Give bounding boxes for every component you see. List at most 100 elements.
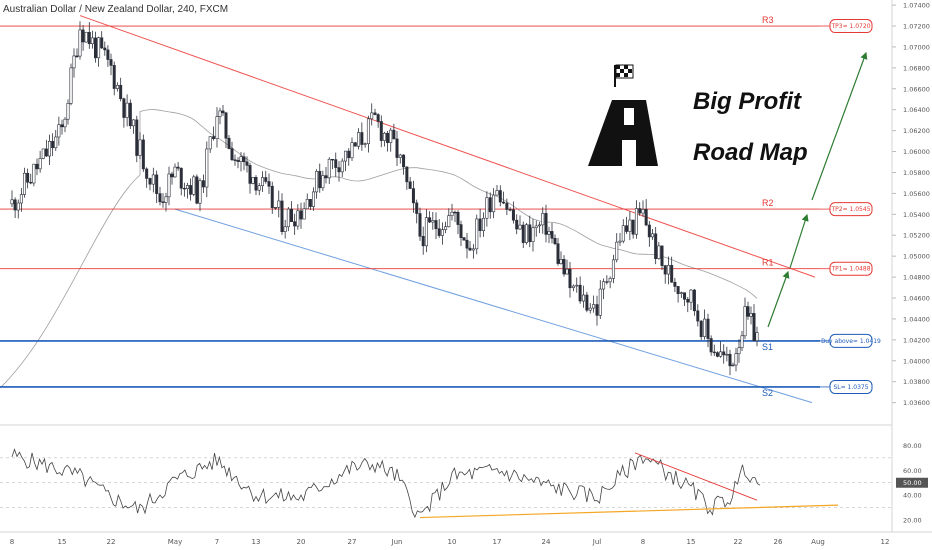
- candle-body: [405, 166, 409, 183]
- candle-body: [260, 177, 264, 187]
- checkered-flag-icon: [614, 64, 634, 87]
- candle-body: [418, 213, 422, 237]
- candle-body: [100, 37, 104, 49]
- candle-body: [402, 154, 406, 168]
- candle-body: [447, 215, 451, 228]
- level-callout-box: [829, 19, 873, 34]
- candle-body: [35, 163, 39, 170]
- candle-body: [145, 168, 149, 179]
- candle-body: [233, 159, 237, 161]
- candle-body: [511, 209, 515, 221]
- candle-body: [215, 116, 219, 139]
- candle-body: [51, 141, 55, 149]
- candle-body: [230, 148, 234, 161]
- candle-body: [305, 199, 309, 210]
- moving-average: [0, 109, 758, 389]
- candle-body: [644, 209, 648, 226]
- candle-body: [189, 185, 193, 195]
- candle-body: [151, 174, 155, 185]
- level-callout-label: TP3= 1.0720: [830, 23, 870, 30]
- candle-body: [534, 225, 538, 229]
- price-tick-label: 1.03600: [903, 399, 930, 407]
- candle-body: [19, 194, 23, 204]
- candle-body: [254, 177, 258, 191]
- candle-body: [398, 154, 402, 158]
- candle-body: [683, 292, 687, 300]
- candle-body: [437, 228, 441, 236]
- candle-body: [264, 177, 268, 182]
- candle-body: [541, 213, 545, 226]
- candle-body: [508, 209, 512, 211]
- candle-body: [638, 208, 642, 214]
- candle-body: [408, 181, 412, 189]
- candle-body: [550, 231, 554, 239]
- level-name-r3: R3: [762, 15, 774, 25]
- price-tick-label: 1.07400: [903, 2, 930, 10]
- candle-body: [370, 112, 374, 120]
- candle-body: [324, 175, 328, 179]
- candle-body: [245, 161, 249, 166]
- price-tick-label: 1.06000: [903, 148, 930, 156]
- candle-body: [63, 118, 67, 128]
- candle-body: [32, 163, 36, 184]
- candle-body: [218, 110, 222, 117]
- level-callout-box: [829, 202, 873, 217]
- level-name-r1: R1: [762, 258, 774, 268]
- candle-body: [481, 217, 485, 231]
- candle-body: [670, 264, 674, 283]
- candle-body: [692, 289, 696, 312]
- candle-body: [321, 175, 325, 189]
- candle-body: [363, 143, 367, 145]
- candles: [10, 21, 759, 376]
- level-callout-box: [829, 261, 873, 276]
- candle-body: [495, 190, 499, 196]
- price-tick-label: 1.07000: [903, 43, 930, 51]
- time-axis: 8 15 22 May 7 13 20 27 Jun 10 17 24 Jul 8 15 22 26 Aug 12: [10, 538, 890, 546]
- candle-body: [81, 29, 85, 43]
- candle-body: [615, 241, 619, 261]
- candle-body: [13, 199, 17, 211]
- candle-body: [47, 141, 51, 157]
- candle-body: [280, 200, 284, 232]
- candle-body: [706, 318, 710, 339]
- candle-body: [44, 148, 48, 157]
- candle-body: [308, 199, 312, 207]
- candle-body: [283, 226, 287, 232]
- level-name-s2: S2: [762, 388, 773, 398]
- candle-body: [16, 202, 20, 211]
- candle-body: [428, 217, 432, 223]
- candle-body: [334, 159, 338, 168]
- candle-body: [699, 320, 703, 337]
- time-tick-label: Aug: [811, 538, 825, 546]
- time-tick-label: 12: [881, 538, 890, 546]
- candle-body: [465, 239, 469, 249]
- candle-body: [654, 233, 658, 259]
- time-tick-label: Jun: [391, 538, 403, 546]
- candle-body: [731, 364, 735, 367]
- candle-body: [521, 224, 525, 243]
- candle-body: [696, 310, 700, 322]
- candle-body: [350, 142, 354, 159]
- time-tick-label: 26: [774, 538, 783, 546]
- candle-body: [621, 225, 625, 242]
- price-tick-label: 1.07200: [903, 23, 930, 31]
- candle-body: [568, 268, 572, 289]
- rsi-line: [11, 448, 761, 519]
- candle-body: [488, 197, 492, 213]
- candle-body: [155, 174, 159, 194]
- price-tick-label: 1.06800: [903, 64, 930, 72]
- candle-body: [148, 178, 152, 185]
- candle-body: [631, 219, 635, 235]
- candle-body: [725, 353, 729, 356]
- level-lines: R3 TP3= 1.0720 R2 TP2= 1.0545 R1 TP1= 1.0488 S…: [0, 15, 881, 398]
- candle-body: [158, 193, 162, 203]
- candle-body: [286, 208, 290, 228]
- candle-body: [611, 259, 615, 279]
- candle-body: [434, 220, 438, 230]
- time-tick-label: 15: [687, 538, 696, 546]
- candle-body: [353, 142, 357, 147]
- level-callout-label: TP1= 1.0488: [830, 266, 870, 273]
- candle-body: [360, 132, 364, 145]
